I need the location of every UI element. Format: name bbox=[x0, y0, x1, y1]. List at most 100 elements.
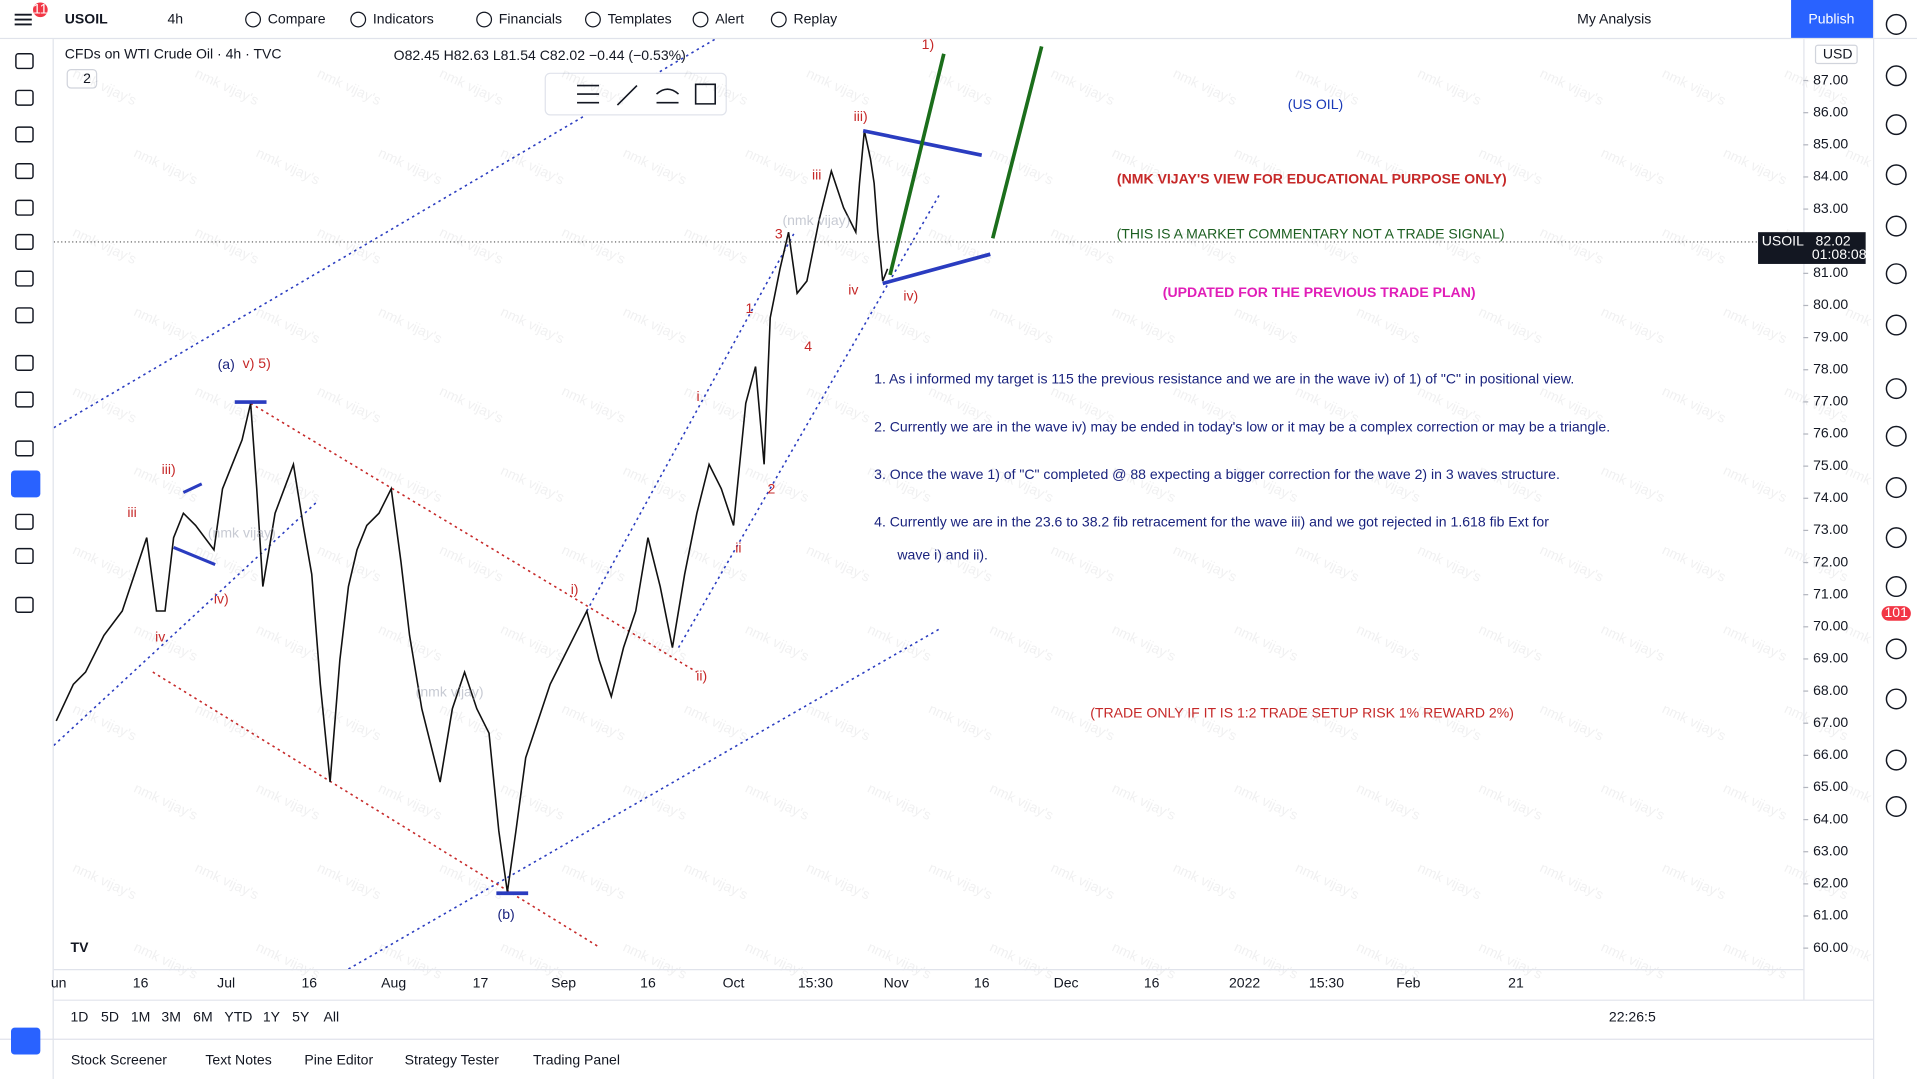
tool-icon[interactable] bbox=[15, 199, 34, 216]
button-icon[interactable] bbox=[476, 11, 493, 28]
sidebar-icon[interactable] bbox=[1885, 114, 1907, 136]
sidebar-icon[interactable] bbox=[1885, 425, 1907, 447]
drawing-tools-icons[interactable] bbox=[577, 83, 717, 106]
currency-box[interactable] bbox=[1814, 44, 1858, 65]
bottom-tab[interactable]: Pine Editor bbox=[304, 1051, 373, 1067]
time-label: un bbox=[51, 974, 67, 990]
tool-icon[interactable] bbox=[15, 163, 34, 180]
tool-icon[interactable] bbox=[15, 354, 34, 371]
publish-button[interactable] bbox=[1791, 0, 1873, 38]
publish-text[interactable]: Publish bbox=[1808, 10, 1854, 26]
range-button[interactable]: 5D bbox=[101, 1009, 119, 1025]
sidebar-icon[interactable] bbox=[1885, 314, 1907, 336]
sidebar-icon[interactable] bbox=[1885, 795, 1907, 818]
price-label: 73.00 bbox=[1813, 521, 1848, 537]
sidebar-icon[interactable] bbox=[1885, 378, 1907, 400]
badge-text: 11 bbox=[33, 0, 48, 16]
wave-label: iv bbox=[848, 282, 858, 298]
wave-label: (b) bbox=[498, 906, 515, 922]
annotation-rule: (TRADE ONLY IF IT IS 1:2 TRADE SETUP RIS… bbox=[1090, 704, 1514, 720]
price-label: 64.00 bbox=[1813, 810, 1848, 826]
annotation-point: 2. Currently we are in the wave iv) may … bbox=[874, 418, 1610, 434]
button-icon[interactable] bbox=[350, 11, 367, 28]
tool-active[interactable] bbox=[11, 470, 41, 498]
range-button[interactable]: 1Y bbox=[263, 1009, 281, 1025]
bottom-tab[interactable]: Trading Panel bbox=[533, 1051, 620, 1067]
toolbar-button[interactable]: Compare bbox=[268, 10, 326, 26]
indicator-toggle[interactable] bbox=[66, 69, 98, 89]
price-label: 68.00 bbox=[1813, 682, 1848, 698]
price-label: 62.00 bbox=[1813, 875, 1848, 891]
price-label: 63.00 bbox=[1813, 842, 1848, 858]
sidebar-icon[interactable] bbox=[1885, 13, 1907, 35]
time-label: Nov bbox=[884, 974, 909, 990]
tool-icon[interactable] bbox=[15, 233, 34, 251]
tool-icon[interactable] bbox=[15, 270, 34, 287]
toolbar-button[interactable]: Indicators bbox=[373, 10, 434, 26]
layout-name[interactable]: My Analysis bbox=[1577, 10, 1651, 26]
toolbar-button[interactable]: Templates bbox=[608, 10, 672, 26]
range-button[interactable]: 3M bbox=[161, 1009, 181, 1025]
sidebar-icon[interactable] bbox=[1885, 749, 1907, 771]
button-icon[interactable] bbox=[585, 11, 601, 28]
toolbar-button[interactable]: Alert bbox=[715, 10, 744, 26]
sidebar-icon[interactable] bbox=[1885, 688, 1907, 710]
tool-icon[interactable] bbox=[15, 547, 34, 565]
annotation-title: (US OIL) bbox=[1288, 96, 1343, 112]
interval[interactable]: 4h bbox=[167, 10, 183, 26]
sidebar-icon[interactable] bbox=[1885, 65, 1907, 87]
bottom-tab[interactable]: Text Notes bbox=[205, 1051, 271, 1067]
range-button[interactable]: All bbox=[324, 1009, 340, 1025]
legend-count: 2 bbox=[83, 70, 91, 86]
wave-label: iv bbox=[155, 629, 165, 645]
button-icon[interactable] bbox=[692, 11, 709, 28]
sidebar-icon[interactable] bbox=[1885, 527, 1907, 549]
time-label: Dec bbox=[1054, 974, 1079, 990]
range-button[interactable]: 1D bbox=[70, 1009, 88, 1025]
tool-icon[interactable] bbox=[15, 391, 34, 408]
logo bbox=[63, 934, 96, 962]
sidebar-icon[interactable] bbox=[1885, 164, 1907, 186]
range-button[interactable]: 1M bbox=[131, 1009, 151, 1025]
sidebar-icon[interactable] bbox=[1885, 638, 1907, 660]
button-icon[interactable] bbox=[770, 11, 787, 28]
range-button[interactable]: 6M bbox=[193, 1009, 213, 1025]
sidebar-icon[interactable] bbox=[1885, 477, 1907, 499]
sidebar-icon[interactable] bbox=[1885, 215, 1907, 237]
range-button[interactable]: YTD bbox=[224, 1009, 252, 1025]
tool-active[interactable] bbox=[11, 1027, 41, 1055]
button-icon[interactable] bbox=[245, 11, 262, 28]
notification-badge bbox=[1881, 606, 1911, 621]
annotation-point: 3. Once the wave 1) of "C" completed @ 8… bbox=[874, 466, 1560, 482]
toolbar-button[interactable]: Replay bbox=[793, 10, 837, 26]
legend-title: CFDs on WTI Crude Oil · 4h · TVC bbox=[65, 46, 282, 62]
tool-icon[interactable] bbox=[15, 126, 34, 143]
time-label: Jul bbox=[217, 974, 235, 990]
sidebar-icon[interactable] bbox=[1885, 263, 1907, 285]
tool-icon[interactable] bbox=[15, 89, 34, 106]
tool-icon[interactable] bbox=[15, 307, 34, 324]
price-label: 66.00 bbox=[1813, 746, 1848, 762]
symbol[interactable]: USOIL bbox=[65, 10, 108, 26]
sidebar-icon[interactable] bbox=[1885, 576, 1907, 598]
currency[interactable]: USD bbox=[1823, 46, 1853, 62]
range-button[interactable]: 5Y bbox=[292, 1009, 310, 1025]
watermark-big: (nmk vijay) bbox=[782, 212, 850, 228]
tool-icon[interactable] bbox=[15, 53, 34, 70]
tool-icon[interactable] bbox=[15, 596, 34, 613]
tool-icon[interactable] bbox=[15, 440, 34, 457]
bottom-tab[interactable]: Stock Screener bbox=[71, 1051, 167, 1067]
menu-icon[interactable] bbox=[14, 13, 32, 26]
notification-count: 101 bbox=[1884, 604, 1908, 620]
tool-icon[interactable] bbox=[15, 513, 34, 530]
toolbar-button[interactable]: Financials bbox=[499, 10, 562, 26]
price-label: 61.00 bbox=[1813, 907, 1848, 923]
wave-label: 2 bbox=[768, 481, 776, 497]
time-label: Oct bbox=[723, 974, 745, 990]
bottom-tab[interactable]: Strategy Tester bbox=[405, 1051, 500, 1067]
price-label: 86.00 bbox=[1813, 103, 1848, 119]
wave-label: (a) bbox=[218, 356, 235, 372]
projection-line bbox=[888, 53, 946, 276]
channel-line bbox=[53, 500, 319, 746]
